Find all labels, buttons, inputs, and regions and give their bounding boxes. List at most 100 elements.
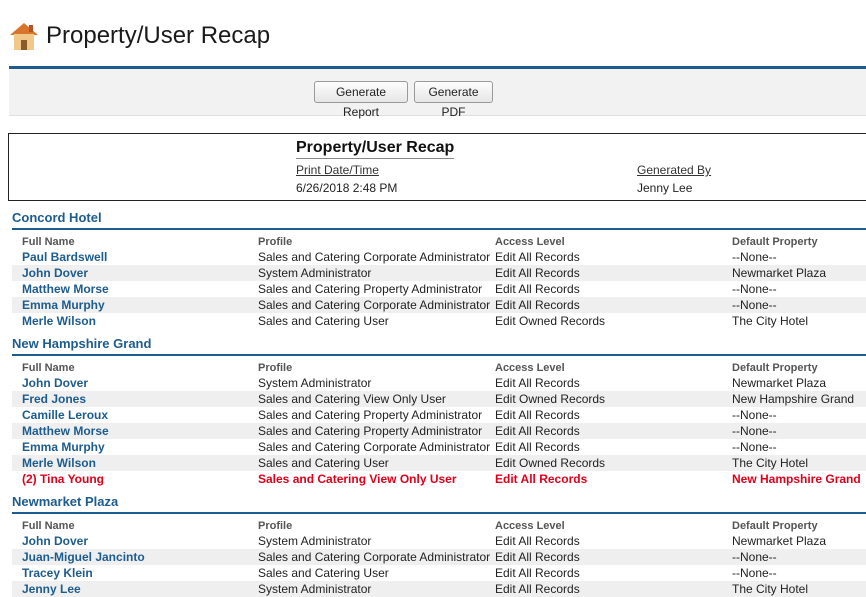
table-cell-profile: System Administrator [258,534,372,548]
table-row: Juan-Miguel Jancinto Sales and Catering C… [12,549,866,565]
toolbar: Generate Report Generate PDF [9,66,866,119]
table-cell-profile: Sales and Catering Corporate Administrat… [258,298,491,312]
table-row: Tracey Klein Sales and Catering User Edit … [12,565,866,581]
table-cell-default: --None-- [732,282,777,296]
property-section: Newmarket Plaza Full Name Profile Access Le… [12,493,866,597]
table-cell-access: Edit All Records [495,250,580,264]
table-cell-default: --None-- [732,440,777,454]
user-name-link[interactable]: Emma Murphy [22,298,105,312]
table-row: Fred Jones Sales and Catering View Only U… [12,391,866,407]
table-header: Full Name Profile Access Level Default Prop… [12,235,866,249]
section-title: New Hampshire Grand [12,336,152,351]
table-cell-profile: Sales and Catering View Only User [258,472,457,486]
table-cell-default: --None-- [732,424,777,438]
generate-report-button[interactable]: Generate Report [314,81,408,119]
table-cell-profile: Sales and Catering User [258,566,389,580]
user-name-link[interactable]: Merle Wilson [22,456,96,470]
table-row: Emma Murphy Sales and Catering Corporate … [12,297,866,313]
table-row: Merle Wilson Sales and Catering User Edit … [12,313,866,329]
table-cell-access: Edit All Records [495,376,580,390]
table-cell-access: Edit All Records [495,282,580,296]
section-title: Newmarket Plaza [12,494,119,509]
table-cell-profile: System Administrator [258,266,372,280]
print-date-label: Print Date/Time [296,163,379,177]
user-name-link[interactable]: John Dover [22,266,89,280]
report-header: Property/User Recap Print Date/Time 6/26… [8,133,866,201]
table-cell-profile: System Administrator [258,376,372,390]
table-cell-profile: Sales and Catering Corporate Administrat… [258,440,491,454]
table-row: John Dover System Administrator Edit All R… [12,533,866,549]
table-cell-default: --None-- [732,550,777,564]
user-name-link[interactable]: Jenny Lee [22,582,81,596]
property-section: Concord Hotel Full Name Profile Access Leve… [12,209,866,329]
table-row: Paul Bardswell Sales and Catering Corpora… [12,249,866,265]
table-cell-default: New Hampshire Grand [732,472,861,486]
generate-pdf-button[interactable]: Generate PDF [414,81,493,119]
column-header: Default Property [732,362,818,374]
table-cell-profile: Sales and Catering User [258,456,389,470]
column-header: Access Level [495,236,565,248]
table-row: Emma Murphy Sales and Catering Corporate … [12,439,866,455]
table-cell-access: Edit Owned Records [495,314,606,328]
table-cell-access: Edit Owned Records [495,392,606,406]
table-row: Camille Leroux Sales and Catering Propert… [12,407,866,423]
column-header: Profile [258,362,293,374]
user-name-link[interactable]: Fred Jones [22,392,87,406]
table-cell-default: --None-- [732,250,777,264]
page-title: Property/User Recap [46,22,271,49]
column-header: Full Name [22,236,75,248]
table-cell-access: Edit All Records [495,266,580,280]
table-cell-default: Newmarket Plaza [732,266,827,280]
column-header: Full Name [22,520,75,532]
user-name-link[interactable]: John Dover [22,534,89,548]
table-cell-access: Edit All Records [495,440,580,454]
user-name-link[interactable]: Tracey Klein [22,566,93,580]
table-cell-access: Edit All Records [495,408,580,422]
user-name-link[interactable]: Paul Bardswell [22,250,108,264]
user-name-link[interactable]: Matthew Morse [22,424,109,438]
table-cell-profile: Sales and Catering User [258,314,389,328]
table-cell-profile: Sales and Catering Corporate Administrat… [258,550,491,564]
table-cell-profile: Sales and Catering Property Administrato… [258,282,483,296]
table-row: Merle Wilson Sales and Catering User Edit … [12,455,866,471]
table-cell-default: Newmarket Plaza [732,376,827,390]
section-divider [12,354,866,356]
table-cell-access: Edit All Records [495,424,580,438]
table-cell-default: New Hampshire Grand [732,392,855,406]
user-name-link[interactable]: (2) Tina Young [22,472,105,486]
section-divider [12,512,866,514]
column-header: Access Level [495,362,565,374]
user-name-link[interactable]: Camille Leroux [22,408,109,422]
table-row: John Dover System Administrator Edit All R… [12,375,866,391]
table-cell-profile: System Administrator [258,582,372,596]
table-cell-default: --None-- [732,408,777,422]
user-name-link[interactable]: Emma Murphy [22,440,105,454]
generated-by-value: Jenny Lee [637,181,693,195]
user-name-link[interactable]: Matthew Morse [22,282,109,296]
report-title: Property/User Recap [296,139,455,159]
table-cell-default: The City Hotel [732,456,809,470]
house-icon [10,23,38,50]
table-row: Matthew Morse Sales and Catering Property… [12,281,866,297]
column-header: Full Name [22,362,75,374]
column-header: Access Level [495,520,565,532]
table-cell-access: Edit Owned Records [495,456,606,470]
column-header: Default Property [732,236,818,248]
table-cell-access: Edit All Records [495,534,580,548]
generated-by-label: Generated By [637,163,712,177]
table-cell-default: --None-- [732,298,777,312]
print-date-value: 6/26/2018 2:48 PM [296,181,398,195]
table-cell-access: Edit All Records [495,550,580,564]
table-cell-profile: Sales and Catering Property Administrato… [258,424,483,438]
property-section: New Hampshire Grand Full Name Profile Acces… [12,335,866,487]
table-cell-access: Edit All Records [495,472,588,486]
table-row: Jenny Lee System Administrator Edit All Re… [12,581,866,597]
section-title: Concord Hotel [12,210,102,225]
user-name-link[interactable]: John Dover [22,376,89,390]
user-name-link[interactable]: Merle Wilson [22,314,96,328]
table-cell-default: The City Hotel [732,582,809,596]
table-cell-access: Edit All Records [495,298,580,312]
user-name-link[interactable]: Juan-Miguel Jancinto [22,550,145,564]
table-header: Full Name Profile Access Level Default Prop… [12,519,866,533]
section-divider [12,228,866,230]
